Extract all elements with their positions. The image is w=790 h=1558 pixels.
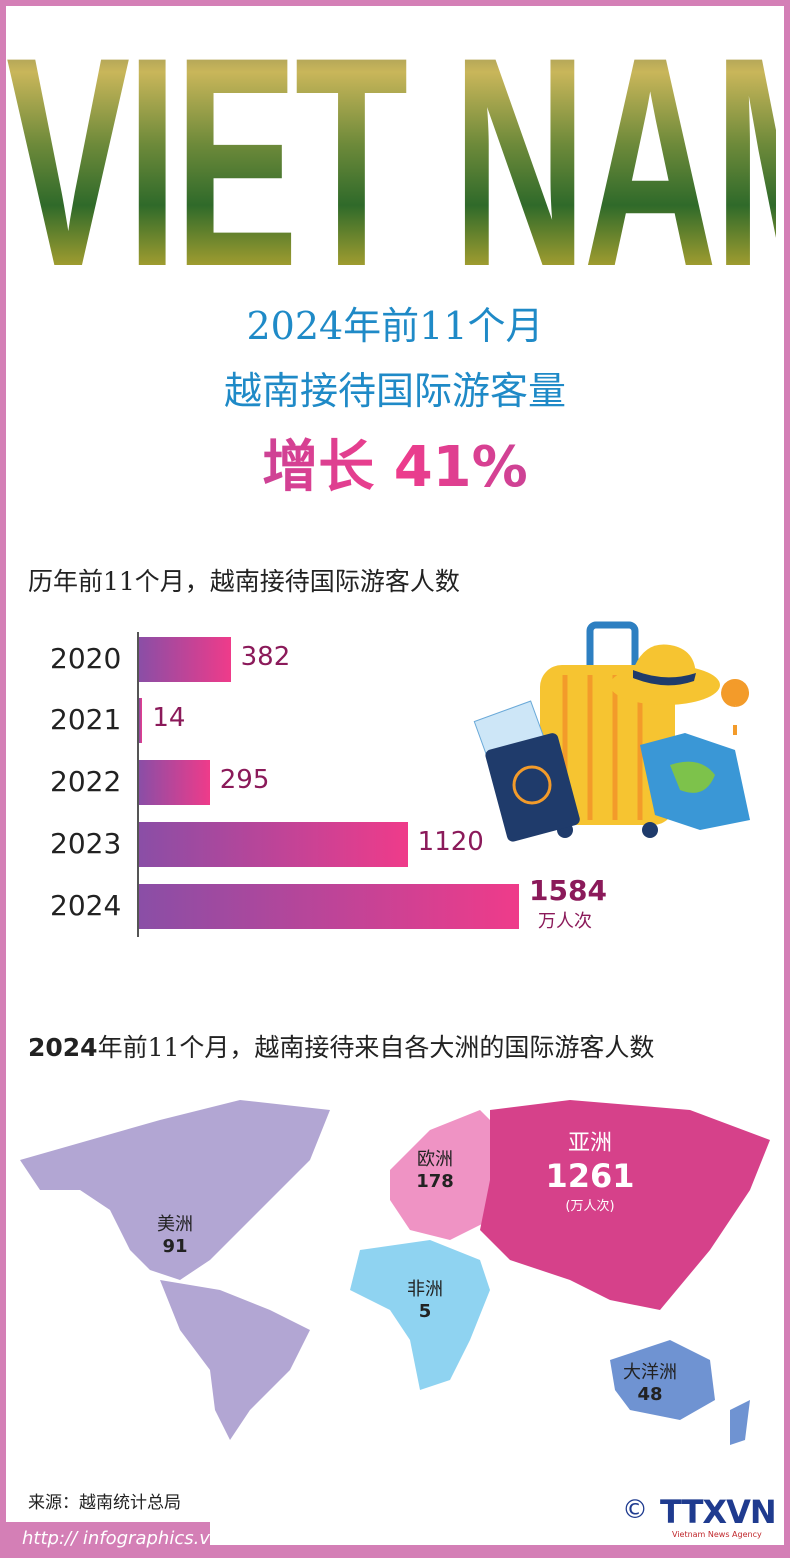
bar-value: 382 bbox=[240, 642, 291, 672]
website-link[interactable]: http:// infographics.vn bbox=[22, 1528, 222, 1549]
region-asia bbox=[480, 1100, 770, 1310]
map-label: 美洲 91 bbox=[130, 1210, 220, 1257]
region-value: 48 bbox=[637, 1384, 663, 1405]
hero-banner: VIET NAM bbox=[6, 40, 776, 265]
headline-line2: 越南接待国际游客量 bbox=[223, 369, 566, 413]
bar-2023 bbox=[139, 822, 408, 867]
region-name: 欧洲 bbox=[417, 1149, 453, 1170]
map-label: 欧洲 178 bbox=[390, 1145, 480, 1192]
year-label: 2020 bbox=[50, 642, 122, 675]
copyright-icon: © bbox=[622, 1495, 648, 1525]
region-name: 亚洲 bbox=[567, 1131, 612, 1156]
unit-label: 万人次 bbox=[538, 911, 592, 932]
headline-line1: 2024年前11个月 bbox=[246, 304, 544, 348]
map-title-year: 2024 bbox=[28, 1033, 98, 1062]
headline-growth: 增长 41% bbox=[0, 422, 790, 503]
hero-title: VIET NAM bbox=[6, 40, 776, 265]
map-label: 亚洲 1261 (万人次) bbox=[545, 1125, 635, 1214]
map-title-text: 年前11个月，越南接待来自各大洲的国际游客人数 bbox=[97, 1033, 655, 1062]
region-name: 美洲 bbox=[157, 1214, 193, 1235]
region-africa bbox=[350, 1240, 490, 1390]
region-oceania bbox=[610, 1340, 750, 1445]
region-europe bbox=[390, 1110, 510, 1240]
bar-value: 14 bbox=[152, 703, 186, 733]
region-name: 大洋洲 bbox=[623, 1362, 677, 1383]
map-label: 大洋洲 48 bbox=[605, 1358, 695, 1405]
bar-2022 bbox=[139, 760, 210, 805]
bar-value: 1584 bbox=[529, 874, 607, 907]
region-name: 非洲 bbox=[407, 1279, 443, 1300]
bar-2024 bbox=[139, 884, 519, 929]
region-value: 178 bbox=[416, 1171, 454, 1192]
region-value: 5 bbox=[418, 1301, 432, 1322]
footer-tab bbox=[0, 1522, 210, 1558]
region-unit: (万人次) bbox=[565, 1199, 615, 1214]
map-title: 2024年前11个月，越南接待来自各大洲的国际游客人数 bbox=[28, 1028, 654, 1064]
ttxvn-logo: TTXVN bbox=[660, 1493, 777, 1531]
year-label: 2022 bbox=[50, 765, 122, 798]
bar-value: 295 bbox=[219, 765, 270, 795]
source-note: 来源：越南统计总局 bbox=[28, 1493, 181, 1513]
ttxvn-logo-subtitle: Vietnam News Agency bbox=[672, 1530, 762, 1539]
bar-2021 bbox=[139, 698, 143, 743]
chart-title: 历年前11个月，越南接待国际游客人数 bbox=[28, 567, 460, 596]
year-label: 2024 bbox=[50, 889, 122, 922]
bar-2020 bbox=[139, 637, 231, 682]
region-value: 1261 bbox=[545, 1157, 635, 1195]
bar-value: 1120 bbox=[417, 827, 484, 857]
travel-illustration-icon bbox=[473, 621, 750, 842]
year-label: 2023 bbox=[50, 827, 122, 860]
world-map bbox=[20, 1100, 770, 1445]
region-value: 91 bbox=[162, 1236, 188, 1257]
chart-axis bbox=[137, 632, 139, 937]
year-label: 2021 bbox=[50, 703, 122, 736]
map-label: 非洲 5 bbox=[380, 1275, 470, 1322]
region-americas bbox=[20, 1100, 330, 1440]
